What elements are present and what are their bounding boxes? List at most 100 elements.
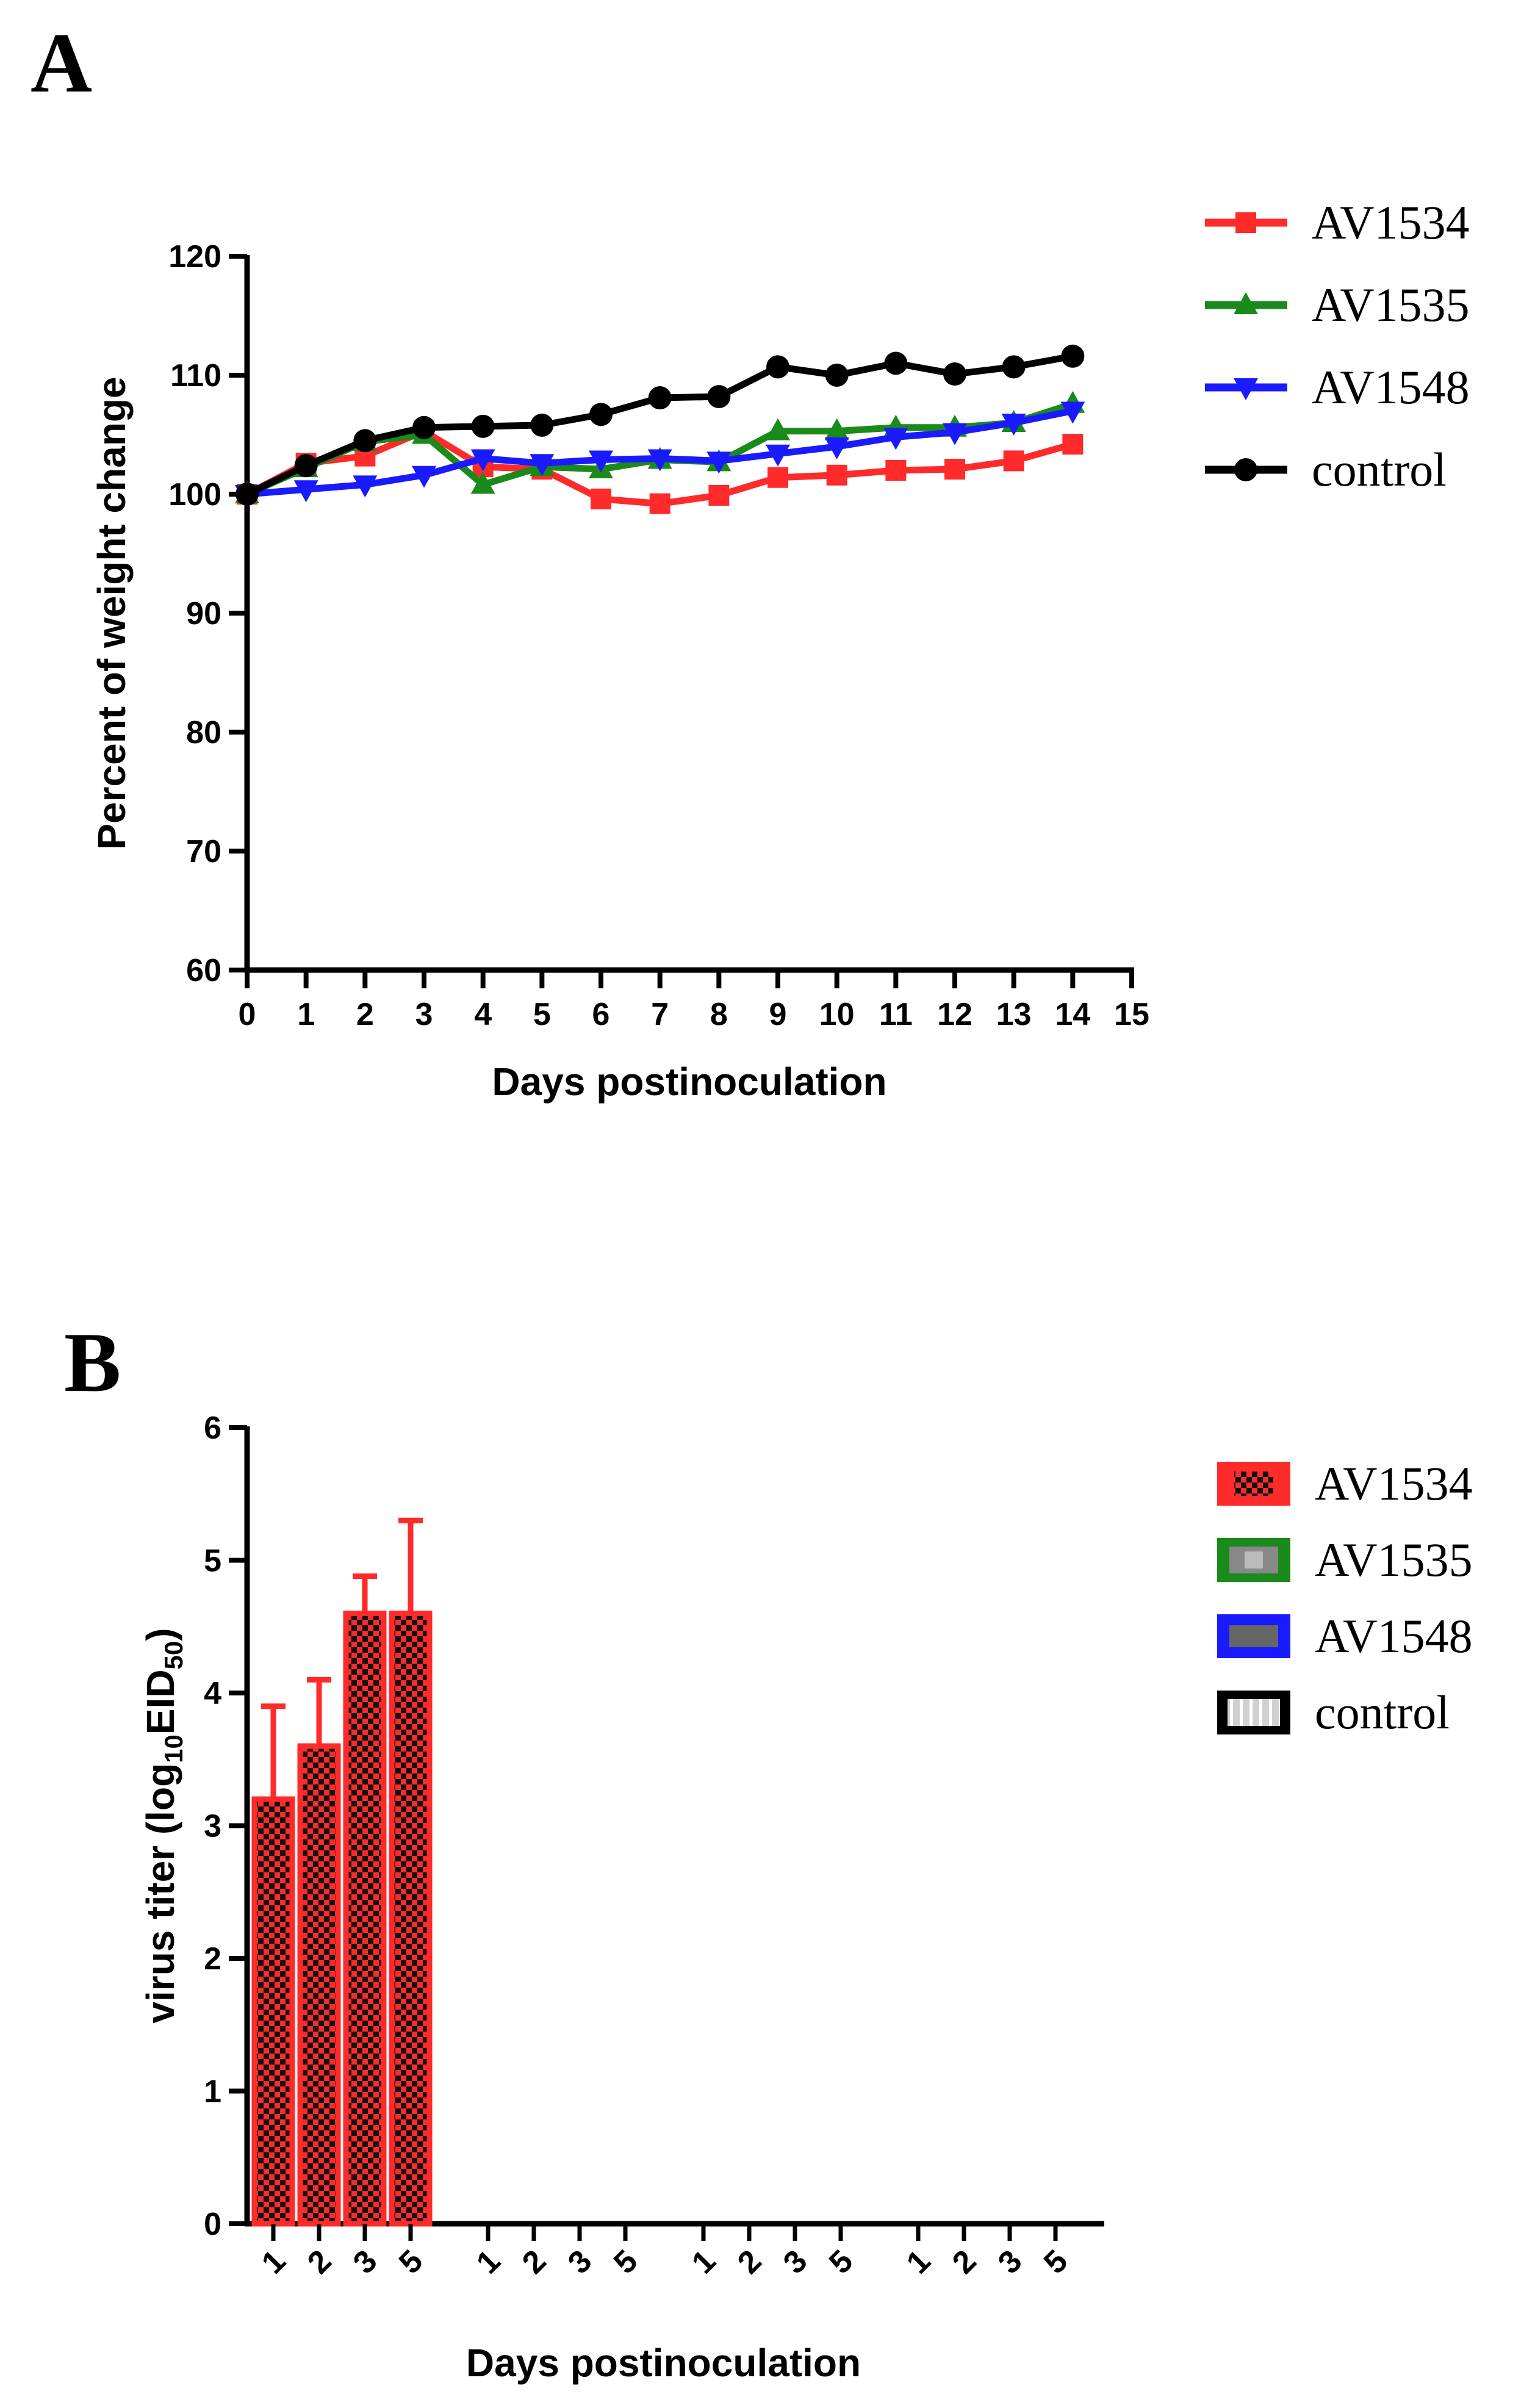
a-series-control [235, 344, 1085, 506]
b-y-tick-label: 5 [204, 1544, 221, 1579]
b-x-tick-label: 5 [1037, 2243, 1074, 2280]
a-x-tick-label: 12 [937, 997, 972, 1032]
b-bar [343, 1611, 387, 2227]
b-x-tick-label: 1 [685, 2243, 722, 2280]
b-x-tick-label: 3 [777, 2243, 814, 2280]
b-legend-label: AV1548 [1315, 1609, 1473, 1662]
a-data-point [768, 467, 788, 488]
b-x-tick-label: 3 [561, 2243, 599, 2280]
a-x-axis-title: Days postinoculation [492, 1060, 886, 1104]
a-x-tick-label: 13 [996, 997, 1032, 1032]
a-data-point [707, 385, 731, 409]
a-data-point [530, 413, 554, 437]
b-y-axis-title: virus titer (log10EID50) [138, 1628, 188, 2023]
a-x-tick-label: 15 [1114, 997, 1149, 1032]
a-data-point [649, 493, 670, 514]
a-data-point [883, 428, 908, 450]
a-data-point [647, 449, 672, 472]
a-x-tick-label: 14 [1055, 997, 1090, 1032]
b-legend-swatch [1217, 1614, 1290, 1658]
b-x-axis-title: Days postinoculation [466, 2341, 861, 2385]
a-data-point [825, 364, 849, 387]
a-y-tick-label: 80 [186, 715, 221, 750]
b-x-tick-label: 3 [347, 2243, 384, 2280]
a-x-tick-label: 8 [710, 997, 728, 1032]
b-legend-label: AV1535 [1315, 1533, 1473, 1586]
a-data-point [885, 460, 907, 481]
a-legend-label: control [1312, 443, 1447, 496]
b-x-tick-label: 1 [900, 2243, 937, 2280]
a-data-point [294, 454, 318, 478]
b-x-tick-label: 1 [470, 2243, 507, 2280]
a-series [235, 344, 1085, 514]
a-legend: AV1534 AV1535 AV1548 control [1205, 196, 1470, 496]
a-data-point [706, 451, 732, 474]
b-legend: AV1534 AV1535 AV1548 control [1217, 1457, 1473, 1739]
a-data-point [470, 449, 495, 472]
a-data-point [944, 459, 965, 480]
a-x-tick-label: 9 [769, 997, 787, 1032]
a-data-point [530, 454, 555, 476]
a-data-point [1002, 355, 1026, 379]
a-x-tick-label: 0 [239, 997, 256, 1032]
b-legend-swatch-inner [1245, 1551, 1263, 1569]
a-data-point [766, 418, 790, 440]
panel-b-letter: B [64, 1315, 121, 1410]
b-y-tick-label: 2 [204, 1941, 221, 1977]
a-data-point [884, 351, 908, 375]
b-legend-label: AV1534 [1315, 1457, 1473, 1510]
a-x-tick-label: 7 [651, 997, 669, 1032]
b-x-tick-label: 5 [822, 2243, 860, 2280]
b-legend-swatch-fill [1229, 1625, 1278, 1647]
a-x-tick-label: 2 [356, 997, 374, 1032]
b-legend-swatch-fill [1228, 1699, 1280, 1726]
a-legend-marker [1234, 292, 1258, 314]
a-y-tick-label: 70 [186, 834, 221, 869]
b-y-tick-label: 3 [204, 1809, 221, 1844]
a-data-point [589, 403, 613, 426]
a-data-point [293, 480, 318, 503]
a-data-point [826, 464, 847, 486]
b-x-tick-label: 5 [607, 2243, 644, 2280]
a-data-point [412, 465, 436, 488]
a-data-point [943, 362, 966, 386]
a-legend-marker [1234, 378, 1258, 400]
a-y-tick-label: 120 [168, 239, 221, 275]
a-data-point [470, 472, 495, 494]
b-x-tick-label: 3 [991, 2243, 1029, 2280]
a-data-point [648, 386, 672, 410]
a-data-point [1001, 414, 1026, 436]
b-y-title-sub2: 50 [159, 1641, 188, 1670]
a-legend-label: AV1534 [1312, 196, 1470, 249]
b-y-tick-label: 4 [204, 1676, 221, 1711]
a-data-point [1062, 434, 1084, 455]
b-x-tick-label: 1 [255, 2243, 292, 2280]
a-y-tick-label: 60 [186, 953, 221, 988]
b-y-title-part3: ) [138, 1628, 182, 1641]
a-data-point [1060, 401, 1085, 424]
b-bar [297, 1743, 341, 2227]
b-y-title-part2: EID [138, 1669, 182, 1734]
b-x-tick-label: 5 [392, 2243, 430, 2280]
a-series-AV1548 [235, 401, 1085, 507]
a-data-point [766, 444, 790, 467]
a-x-tick-label: 4 [474, 997, 492, 1032]
a-x-tick-label: 11 [879, 997, 913, 1032]
a-legend-marker [1234, 458, 1257, 481]
a-data-point [824, 437, 849, 459]
a-y-tick-label: 100 [168, 477, 221, 512]
a-data-point [824, 418, 849, 440]
a-data-point [471, 414, 495, 438]
b-x-tick-label: 2 [946, 2243, 983, 2280]
a-x-tick-label: 10 [819, 997, 855, 1032]
a-data-point [589, 450, 613, 473]
b-y-title-sub1: 10 [159, 1734, 188, 1763]
